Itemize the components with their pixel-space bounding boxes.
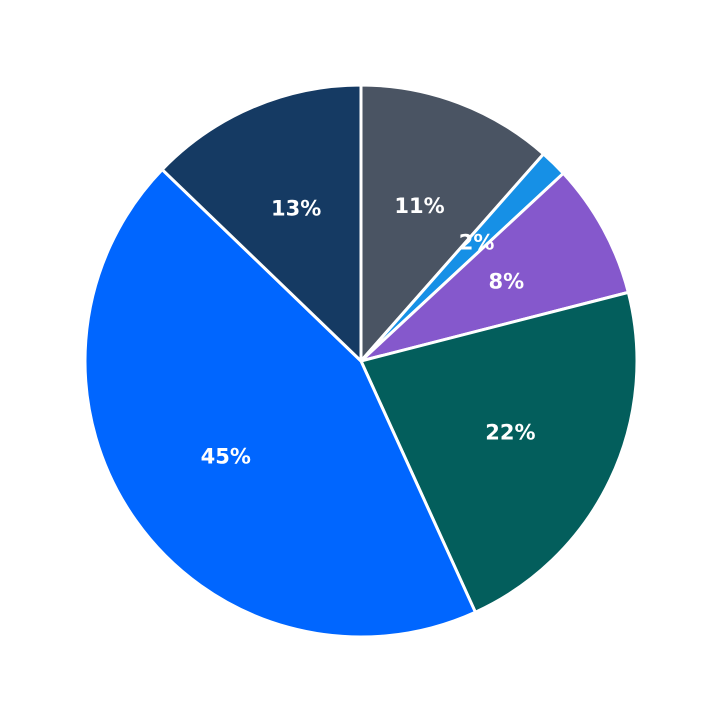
pie-slice xyxy=(83,168,477,639)
slice-label: 11% xyxy=(394,194,444,218)
pie-labels: 11% 2% 8% 22% 45% 13% xyxy=(201,194,536,469)
slice-label: 13% xyxy=(271,197,321,221)
pie-slices xyxy=(83,83,639,639)
pie-slice xyxy=(160,83,363,363)
slice-label: 22% xyxy=(485,420,535,444)
pie-slice xyxy=(359,290,639,614)
slice-label: 45% xyxy=(201,445,251,469)
pie-slice xyxy=(359,171,630,363)
slice-label: 8% xyxy=(489,270,525,294)
pie-slice xyxy=(359,83,546,363)
slice-label: 2% xyxy=(459,230,495,254)
